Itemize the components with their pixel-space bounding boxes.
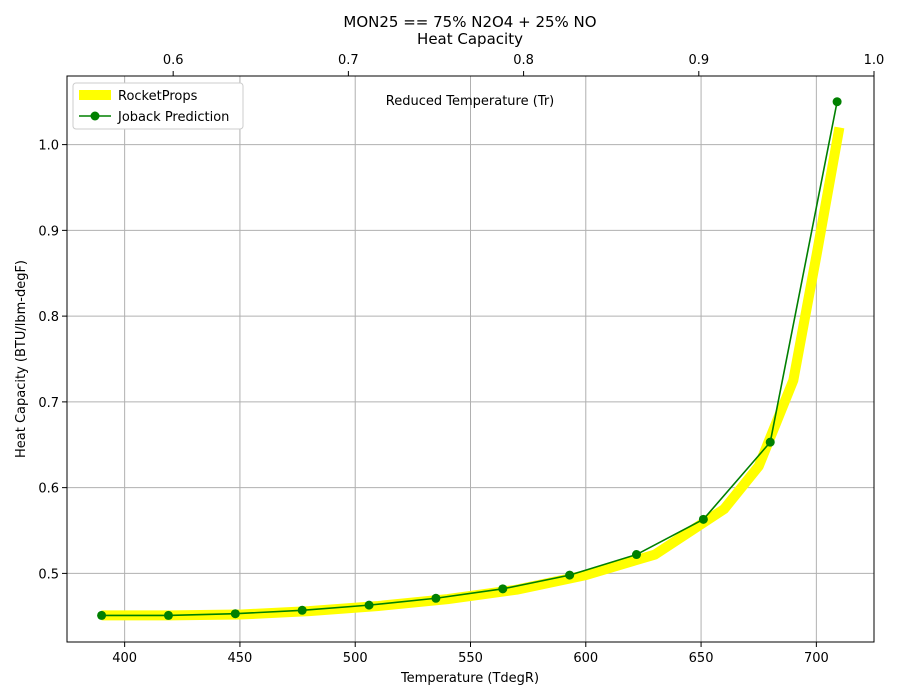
chart-subtitle: Heat Capacity (417, 30, 523, 48)
series-joback-point (431, 593, 441, 603)
x-tick-label: 650 (689, 651, 714, 666)
series-rocketprops-line (101, 126, 845, 621)
x-tick-label: 400 (112, 651, 137, 666)
y-tick-label: 0.8 (38, 310, 59, 325)
y-tick-label: 1.0 (38, 139, 59, 154)
top-tick-label: 0.6 (163, 53, 184, 68)
series-joback-point (230, 609, 240, 619)
top-axis-ticks: 0.6 0.7 0.8 0.9 1.0 (163, 53, 885, 76)
legend: RocketProps Joback Prediction (72, 82, 244, 130)
legend-label-joback: Joback Prediction (117, 110, 229, 125)
series-joback-line (101, 101, 838, 617)
series-joback-point (163, 610, 173, 620)
series-joback-point (565, 570, 575, 580)
y-axis-label: Heat Capacity (BTU/lbm-degF) (14, 260, 29, 458)
y-tick-label: 0.7 (38, 396, 59, 411)
series-joback-point (498, 584, 508, 594)
grid-lines (67, 76, 874, 642)
x-tick-label: 500 (343, 651, 368, 666)
top-tick-label: 0.7 (338, 53, 359, 68)
top-tick-label: 0.8 (513, 53, 534, 68)
x-tick-label: 700 (804, 651, 829, 666)
series-joback-point (364, 600, 374, 610)
x-axis-ticks: 400 450 500 550 600 650 700 (112, 642, 829, 666)
series-joback-point (632, 550, 642, 560)
series-joback-point (97, 610, 107, 620)
chart-title: MON25 == 75% N2O4 + 25% NO (343, 13, 596, 31)
top-axis-label: Reduced Temperature (Tr) (386, 94, 554, 109)
series-group (97, 97, 845, 621)
legend-box (72, 82, 244, 130)
x-tick-label: 550 (458, 651, 483, 666)
y-tick-label: 0.6 (38, 482, 59, 497)
x-tick-label: 600 (573, 651, 598, 666)
y-tick-label: 0.9 (38, 224, 59, 239)
series-joback-point (297, 605, 307, 615)
series-joback-point (698, 514, 708, 524)
legend-label-rocketprops: RocketProps (118, 89, 198, 104)
y-axis-ticks: 0.5 0.6 0.7 0.8 0.9 1.0 (38, 139, 67, 582)
top-tick-label: 0.9 (688, 53, 709, 68)
x-axis-label: Temperature (TdegR) (400, 671, 539, 686)
series-joback-point (832, 97, 842, 107)
legend-marker-joback (90, 111, 100, 121)
series-joback-point (765, 437, 775, 447)
top-tick-label: 1.0 (864, 53, 885, 68)
y-tick-label: 0.5 (38, 567, 59, 582)
x-tick-label: 450 (228, 651, 253, 666)
